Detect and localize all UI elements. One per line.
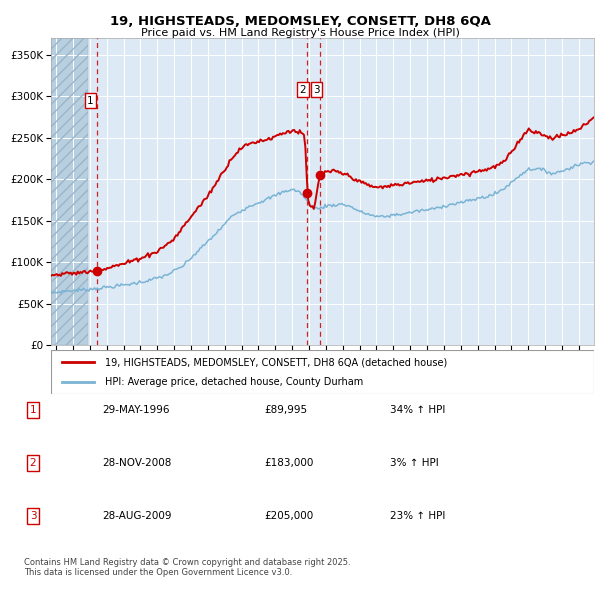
Text: HPI: Average price, detached house, County Durham: HPI: Average price, detached house, Coun… [106,377,364,386]
Text: £183,000: £183,000 [264,458,313,468]
Text: 19, HIGHSTEADS, MEDOMSLEY, CONSETT, DH8 6QA (detached house): 19, HIGHSTEADS, MEDOMSLEY, CONSETT, DH8 … [106,358,448,367]
Text: £205,000: £205,000 [264,512,313,521]
Text: 29-MAY-1996: 29-MAY-1996 [102,405,170,415]
Text: 3: 3 [29,512,37,521]
Bar [51,38,88,345]
Text: 34% ↑ HPI: 34% ↑ HPI [390,405,445,415]
Text: 1: 1 [87,96,94,106]
Text: Price paid vs. HM Land Registry's House Price Index (HPI): Price paid vs. HM Land Registry's House … [140,28,460,38]
Text: Contains HM Land Registry data © Crown copyright and database right 2025.
This d: Contains HM Land Registry data © Crown c… [24,558,350,577]
Text: 3: 3 [313,85,320,95]
Text: 28-NOV-2008: 28-NOV-2008 [102,458,172,468]
Text: 23% ↑ HPI: 23% ↑ HPI [390,512,445,521]
Text: 2: 2 [29,458,37,468]
Bar [51,38,88,345]
Text: 19, HIGHSTEADS, MEDOMSLEY, CONSETT, DH8 6QA: 19, HIGHSTEADS, MEDOMSLEY, CONSETT, DH8 … [110,15,490,28]
Text: 1: 1 [29,405,37,415]
Text: £89,995: £89,995 [264,405,307,415]
Text: 3% ↑ HPI: 3% ↑ HPI [390,458,439,468]
Text: 2: 2 [300,85,307,95]
Text: 28-AUG-2009: 28-AUG-2009 [102,512,172,521]
